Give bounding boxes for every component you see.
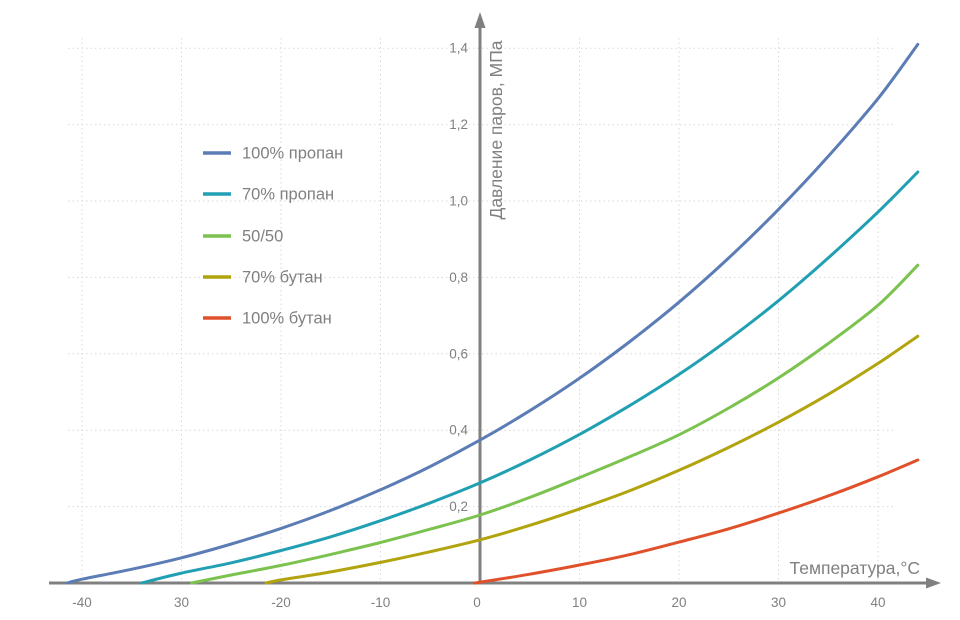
legend-item-4: 100% бутан [203,310,332,328]
legend-label: 100% пропан [242,145,343,163]
x-tick-label: 20 [671,595,686,610]
curve-series-4 [472,458,920,585]
y-axis-title: Давление паров, МПа [486,40,506,219]
curve-series-3 [264,334,920,585]
legend-item-3: 70% бутан [203,269,323,287]
y-tick-label: 0,6 [449,346,468,361]
legend-item-1: 70% пропан [203,186,334,204]
x-tick-label: -10 [371,595,391,610]
x-tick-label: -40 [72,595,92,610]
x-tick-label: -20 [271,595,291,610]
data-curves [65,42,920,585]
y-tick-label: 1,4 [449,41,468,56]
curve-series-2 [190,263,920,585]
y-tick-label: 1,2 [449,117,468,132]
legend-label: 70% бутан [242,269,323,287]
curve-series-0 [65,42,920,585]
legend-item-0: 100% пропан [203,145,343,163]
x-tick-label: 30 [174,595,189,610]
x-axis-arrow-icon [926,577,941,589]
x-axis-title: Температура,°C [790,558,921,578]
legend-label: 100% бутан [242,310,332,328]
legend-label: 50/50 [242,228,283,246]
x-tick-label: 0 [473,595,481,610]
x-tick-label: 40 [870,595,885,610]
legend-label: 70% пропан [242,186,334,204]
curve-series-1 [140,170,920,585]
tick-labels: -40 30 -20 -10 0 10 20 30 40 0,2 0,4 0,6 0,8 1,0 1,2 1,… [72,41,885,610]
y-tick-label: 1,0 [449,194,468,209]
y-axis-arrow-icon [474,12,486,28]
y-tick-label: 0,8 [449,270,468,285]
x-tick-label: 30 [771,595,786,610]
legend-item-2: 50/50 [203,228,283,246]
x-tick-label: 10 [572,595,587,610]
legend: 100% пропан 70% пропан 50/50 70% бутан 100% … [203,145,343,328]
y-tick-label: 0,4 [449,423,468,438]
y-tick-label: 0,2 [449,499,468,514]
